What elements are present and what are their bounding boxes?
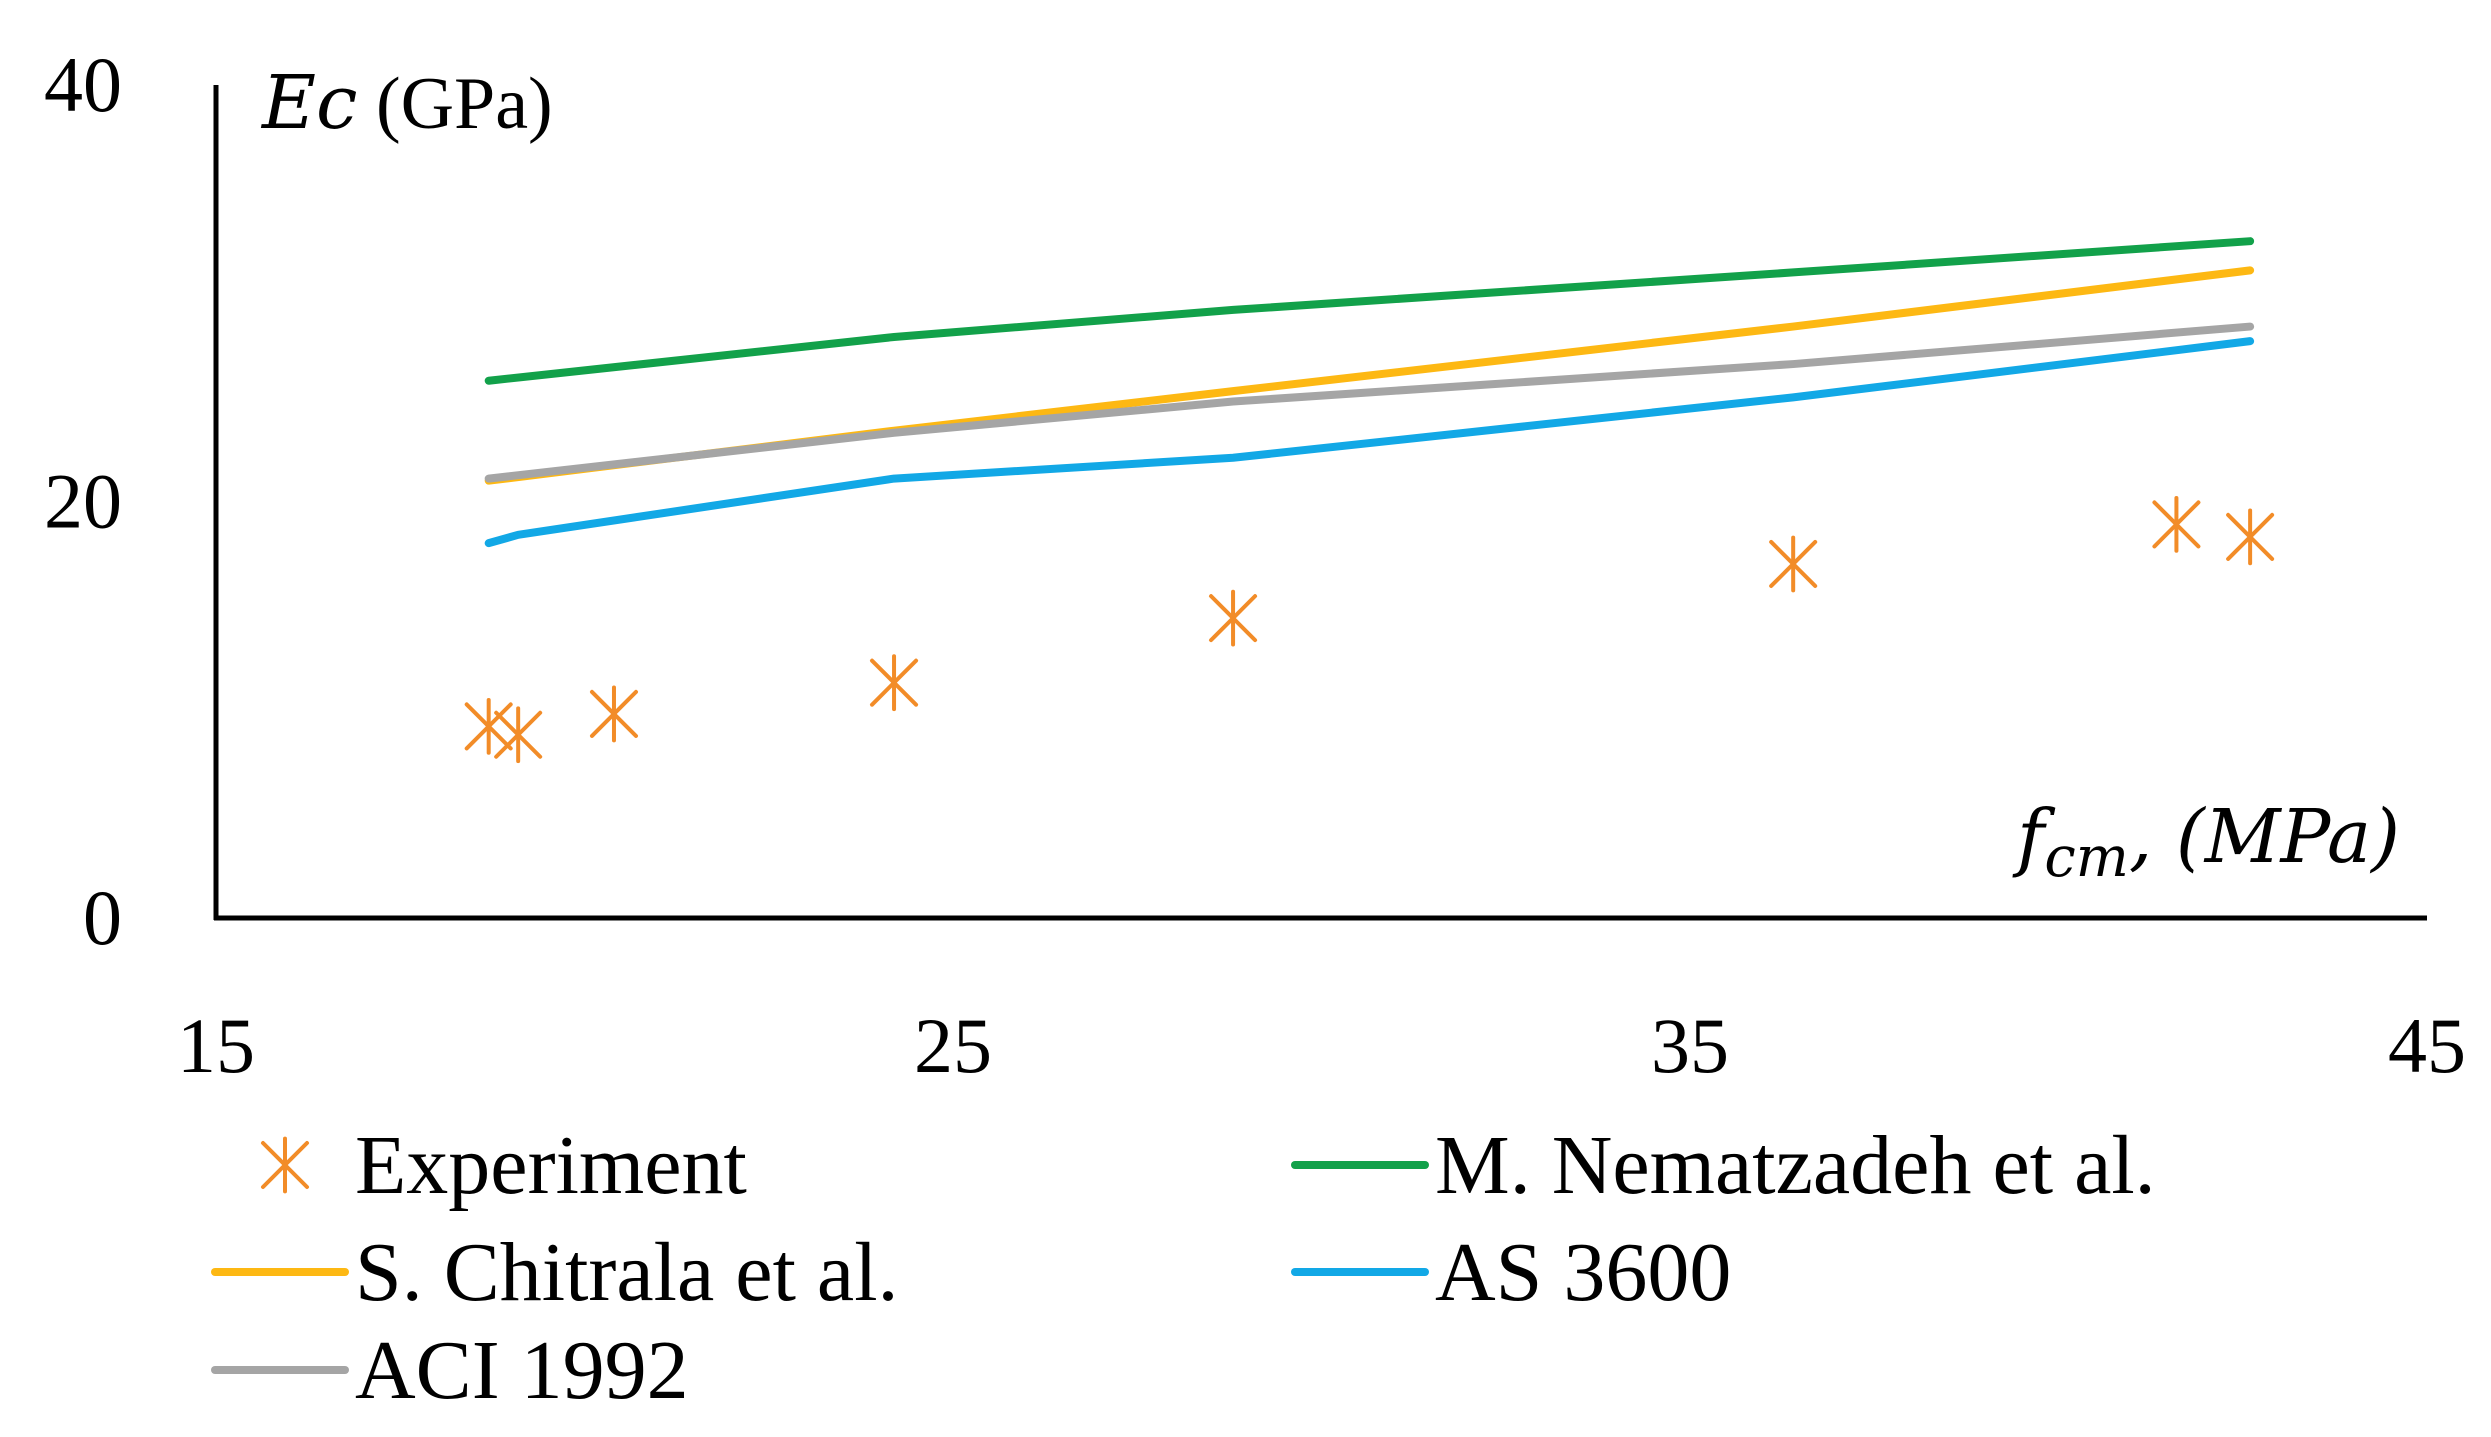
x-axis-title-rest: , (MPa) [2129,794,2400,880]
plot-markers [464,496,2275,764]
experiment-point [870,654,919,712]
y-axis-title-rest: (GPa) [357,63,552,145]
y-tick-label: 0 [83,874,122,961]
x-axis-title-sub: cm [2044,825,2128,890]
x-tick-label: 45 [2388,1002,2466,1089]
y-tick-label: 20 [44,458,122,545]
experiment-point [1769,535,1818,593]
series-line-as-3600 [484,337,2255,548]
x-tick-label: 25 [914,1002,992,1089]
x-tick-label: 35 [1651,1002,1729,1089]
experiment-point [2226,508,2275,566]
y-tick-label: 40 [44,41,122,128]
x-tick-labels: 15 25 35 45 [177,1002,2466,1089]
plot-lines [484,237,2255,548]
legend: Experiment M. Nematzadeh et al. S. Chitral… [211,1119,2156,1417]
x-tick-label: 15 [177,1002,255,1089]
legend-item-as-3600: AS 3600 [1291,1226,1731,1319]
legend-label: M. Nematzadeh et al. [1435,1119,2156,1212]
legend-label: AS 3600 [1435,1226,1731,1319]
legend-item-s-chitrala-et-al: S. Chitrala et al. [211,1226,899,1319]
experiment-point [2152,496,2201,553]
legend-item-experiment: Experiment [261,1119,747,1212]
series-line-aci-1992 [484,322,2255,483]
y-axis-title: Ec (GPa) [260,60,553,146]
experiment-point [1209,589,1258,647]
y-tick-labels: 0 20 40 [44,41,122,961]
experiment-point [589,685,638,743]
legend-label: Experiment [355,1119,747,1212]
legend-label: ACI 1992 [355,1324,689,1417]
series-line-m-nematzadeh-et-al [484,237,2255,385]
legend-item-m-nematzadeh-et-al: M. Nematzadeh et al. [1291,1119,2156,1212]
experiment-point [464,698,513,755]
experiment-point [494,706,543,764]
legend-label: S. Chitrala et al. [355,1226,899,1319]
legend-swatch [261,1136,309,1194]
x-axis-title: fcm, (MPa) [2012,794,2400,890]
legend-item-aci-1992: ACI 1992 [211,1324,689,1417]
axes [213,85,2427,921]
y-axis-title-main: Ec [260,60,357,146]
